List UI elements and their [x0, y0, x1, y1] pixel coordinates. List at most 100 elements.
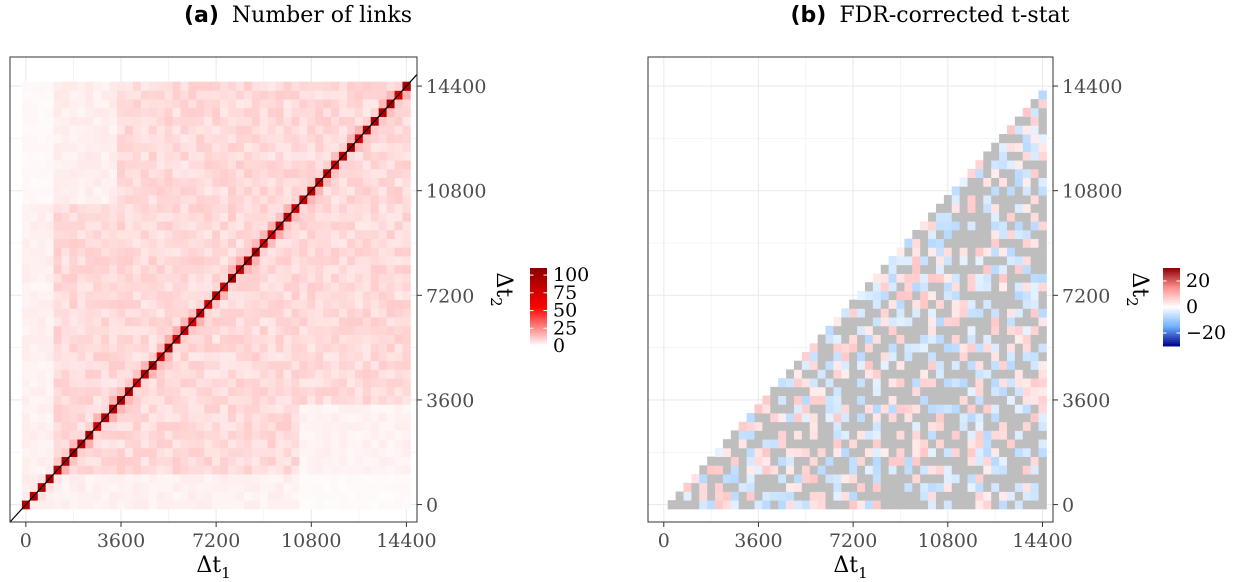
legend-color-step [530, 318, 547, 322]
heatmap-cell [754, 491, 763, 501]
heatmap-cell [904, 325, 913, 335]
x-tick-label: 3600 [734, 530, 782, 552]
heatmap-cell [29, 107, 39, 117]
heatmap-cell [267, 447, 277, 458]
heatmap-cell [291, 168, 300, 179]
heatmap-cell [975, 360, 984, 370]
heatmap-cell [1014, 500, 1024, 510]
heatmap-cell [331, 168, 340, 179]
heatmap-cell [148, 430, 158, 440]
heatmap-cell [935, 273, 945, 283]
heatmap-cell [77, 264, 86, 274]
heatmap-cell [857, 334, 866, 344]
heatmap-cell [156, 107, 166, 117]
heatmap-cell [1022, 299, 1032, 309]
heatmap-cell [912, 404, 921, 414]
heatmap-cell [132, 125, 142, 135]
heatmap-cell [180, 308, 189, 318]
heatmap-cell [362, 491, 372, 501]
heatmap-cell [896, 360, 905, 370]
heatmap-cell [707, 500, 716, 510]
heatmap-cell [204, 351, 213, 362]
heatmap-cell [943, 378, 953, 388]
heatmap-cell [172, 360, 181, 370]
heatmap-cell [967, 221, 976, 231]
heatmap-cell [864, 299, 874, 309]
heatmap-cell [188, 430, 197, 440]
heatmap-cell [991, 229, 1000, 240]
heatmap-cell [394, 369, 403, 379]
heatmap-cell [928, 395, 937, 405]
heatmap-cell [188, 386, 197, 396]
heatmap-cell [117, 360, 126, 370]
heatmap-cell [928, 212, 937, 222]
heatmap-cell [307, 142, 316, 152]
heatmap-cell [101, 308, 110, 318]
heatmap-cell [1038, 221, 1047, 231]
heatmap-cell [61, 195, 70, 205]
heatmap-cell [928, 430, 937, 440]
heatmap-cell [196, 125, 205, 135]
heatmap-cell [109, 142, 118, 152]
heatmap-cell [93, 229, 102, 240]
heatmap-cell [235, 256, 245, 266]
heatmap-cell [825, 351, 834, 362]
heatmap-cell [864, 369, 874, 379]
heatmap-cell [291, 125, 300, 135]
heatmap-cell [346, 177, 356, 187]
heatmap-cell [378, 81, 388, 91]
heatmap-cell [354, 351, 364, 362]
heatmap-cell [402, 229, 411, 240]
heatmap-cell [85, 116, 94, 126]
heatmap-cell [935, 238, 945, 248]
heatmap-cell [833, 456, 842, 466]
heatmap-cell [291, 317, 300, 327]
heatmap-cell [117, 439, 126, 449]
heatmap-cell [117, 90, 126, 100]
heatmap-cell [738, 500, 748, 510]
heatmap-cell [235, 203, 245, 213]
heatmap-cell [346, 308, 356, 318]
heatmap-cell [291, 229, 300, 240]
heatmap-cell [331, 195, 340, 205]
heatmap-cell [378, 195, 388, 205]
heatmap-cell [1006, 334, 1016, 344]
heatmap-cell [117, 386, 126, 396]
heatmap-cell [880, 491, 890, 501]
heatmap-cell [140, 317, 150, 327]
heatmap-cell [307, 413, 316, 423]
heatmap-cell [148, 482, 158, 492]
heatmap-cell [196, 212, 205, 222]
heatmap-cell [315, 195, 324, 205]
heatmap-cell [362, 369, 372, 379]
heatmap-cell [809, 465, 819, 475]
heatmap-cell [809, 500, 819, 510]
heatmap-cell [378, 282, 388, 292]
heatmap-cell [235, 491, 245, 501]
heatmap-cell [959, 413, 968, 423]
heatmap-cell [235, 177, 245, 187]
heatmap-cell [943, 447, 953, 458]
heatmap-cell [362, 203, 372, 213]
heatmap-cell [801, 456, 811, 466]
heatmap-cell [402, 334, 411, 344]
heatmap-cell [849, 325, 858, 335]
heatmap-cell [117, 334, 126, 344]
heatmap-cell [164, 264, 173, 274]
heatmap-cell [29, 378, 39, 388]
heatmap-cell [307, 343, 316, 353]
heatmap-cell [362, 116, 372, 126]
heatmap-cell [251, 264, 261, 274]
heatmap-cell [228, 195, 237, 205]
heatmap-cell [164, 177, 173, 187]
heatmap-cell [825, 439, 834, 449]
heatmap-cell [1038, 334, 1047, 344]
heatmap-cell [801, 369, 811, 379]
heatmap-cell [307, 99, 316, 109]
heatmap-cell [1030, 282, 1039, 292]
heatmap-cell [912, 456, 921, 466]
heatmap-cell [362, 229, 372, 240]
heatmap-cell [801, 421, 811, 431]
heatmap-cell [220, 99, 229, 109]
heatmap-cell [77, 116, 86, 126]
